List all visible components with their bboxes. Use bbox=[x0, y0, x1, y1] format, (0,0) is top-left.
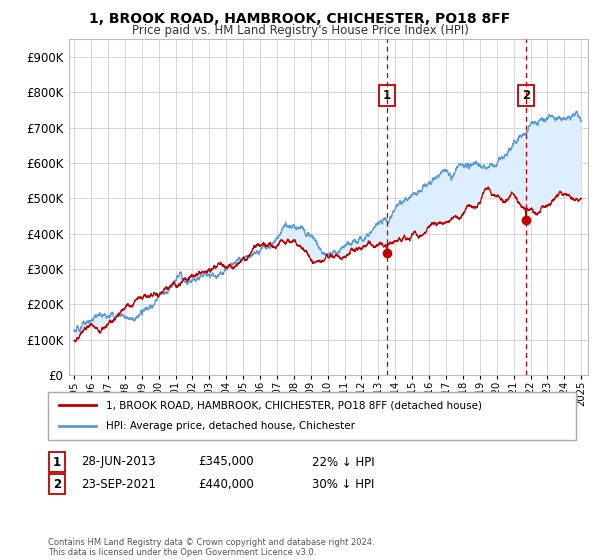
Text: 30% ↓ HPI: 30% ↓ HPI bbox=[312, 478, 374, 491]
Text: £440,000: £440,000 bbox=[198, 478, 254, 491]
Text: 1: 1 bbox=[53, 455, 61, 469]
Text: Contains HM Land Registry data © Crown copyright and database right 2024.
This d: Contains HM Land Registry data © Crown c… bbox=[48, 538, 374, 557]
Text: 1, BROOK ROAD, HAMBROOK, CHICHESTER, PO18 8FF (detached house): 1, BROOK ROAD, HAMBROOK, CHICHESTER, PO1… bbox=[106, 400, 482, 410]
Text: 28-JUN-2013: 28-JUN-2013 bbox=[81, 455, 155, 469]
FancyBboxPatch shape bbox=[48, 392, 576, 440]
Text: 22% ↓ HPI: 22% ↓ HPI bbox=[312, 455, 374, 469]
Text: £345,000: £345,000 bbox=[198, 455, 254, 469]
Text: 2: 2 bbox=[522, 89, 530, 102]
Text: 1: 1 bbox=[383, 89, 391, 102]
Text: 2: 2 bbox=[53, 478, 61, 491]
Text: 23-SEP-2021: 23-SEP-2021 bbox=[81, 478, 156, 491]
Text: Price paid vs. HM Land Registry's House Price Index (HPI): Price paid vs. HM Land Registry's House … bbox=[131, 24, 469, 37]
Text: 1, BROOK ROAD, HAMBROOK, CHICHESTER, PO18 8FF: 1, BROOK ROAD, HAMBROOK, CHICHESTER, PO1… bbox=[89, 12, 511, 26]
Text: HPI: Average price, detached house, Chichester: HPI: Average price, detached house, Chic… bbox=[106, 421, 355, 431]
